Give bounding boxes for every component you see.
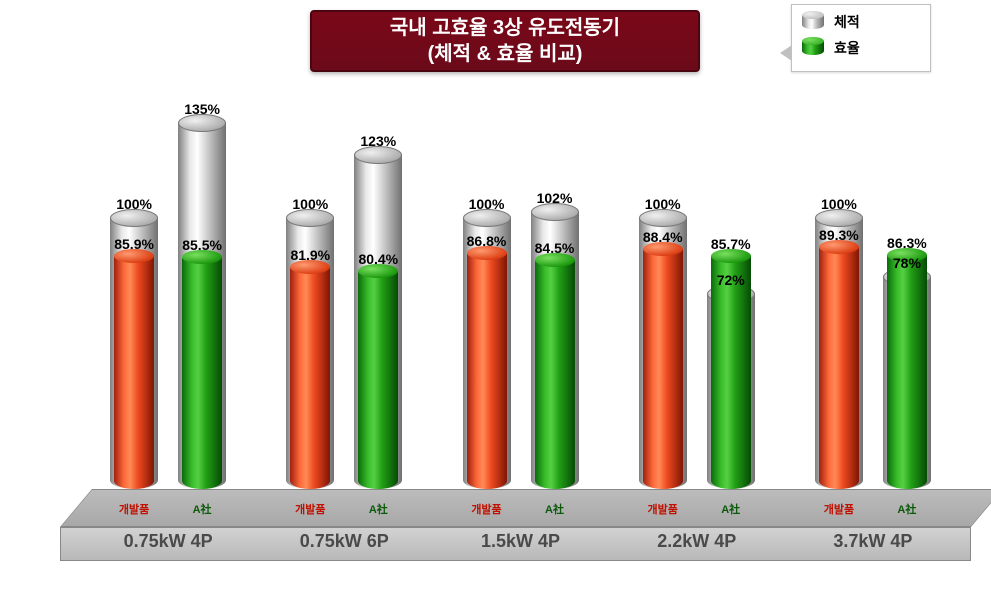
legend-item-efficiency: 효율 bbox=[802, 37, 920, 59]
axis-group-label: 0.75kW 4P bbox=[80, 531, 256, 557]
bar-developed: 100%89.3% bbox=[815, 218, 863, 489]
axis-sublabel-group: 개발품 A社 bbox=[785, 501, 961, 521]
axis-group-label: 1.5kW 4P bbox=[432, 531, 608, 557]
axis-sublabel-group: 개발품 A社 bbox=[432, 501, 608, 521]
axis-sublabel-company-a: A社 bbox=[354, 501, 402, 521]
chart-area: 100%85.9%135%85.5%100%81.9%123%80.4%100%… bbox=[30, 90, 971, 597]
axis-sublabel-developed: 개발품 bbox=[639, 501, 687, 521]
bar-developed: 100%85.9% bbox=[110, 218, 158, 489]
axis-sublabel-company-a: A社 bbox=[178, 501, 226, 521]
outer-value-label: 123% bbox=[338, 133, 418, 149]
legend: 체적 효율 bbox=[791, 4, 931, 72]
chart-title-line1: 국내 고효율 3상 유도전동기 bbox=[390, 15, 620, 41]
axis-group-labels-row: 0.75kW 4P0.75kW 6P1.5kW 4P2.2kW 4P3.7kW … bbox=[80, 531, 961, 557]
outer-value-label: 100% bbox=[799, 196, 879, 212]
axis-sublabel-company-a: A社 bbox=[707, 501, 755, 521]
bar-group: 100%89.3%78%86.3% bbox=[785, 90, 961, 489]
bar-company-a: 102%84.5% bbox=[531, 212, 579, 489]
outer-value-label: 100% bbox=[623, 196, 703, 212]
legend-item-volume: 체적 bbox=[802, 11, 920, 33]
outer-value-label: 100% bbox=[94, 196, 174, 212]
axis-sublabel-group: 개발품 A社 bbox=[256, 501, 432, 521]
inner-value-label: 85.7% bbox=[691, 236, 771, 252]
outer-value-label: 100% bbox=[270, 196, 350, 212]
outer-value-label: 78% bbox=[867, 255, 947, 271]
legend-label-volume: 체적 bbox=[834, 12, 860, 32]
axis-sublabel-company-a: A社 bbox=[883, 501, 931, 521]
axis-group-label: 0.75kW 6P bbox=[256, 531, 432, 557]
legend-label-efficiency: 효율 bbox=[834, 38, 860, 58]
legend-swatch-volume bbox=[802, 11, 824, 33]
inner-value-label: 85.5% bbox=[162, 237, 242, 253]
axis-group-label: 3.7kW 4P bbox=[785, 531, 961, 557]
axis-sublabel-group: 개발품 A社 bbox=[80, 501, 256, 521]
axis-sublabel-developed: 개발품 bbox=[463, 501, 511, 521]
bar-company-a: 135%85.5% bbox=[178, 123, 226, 489]
bar-group: 100%88.4%72%85.7% bbox=[609, 90, 785, 489]
outer-value-label: 135% bbox=[162, 101, 242, 117]
outer-value-label: 102% bbox=[515, 190, 595, 206]
bar-developed: 100%81.9% bbox=[286, 218, 334, 489]
outer-value-label: 72% bbox=[691, 272, 771, 288]
bar-group: 100%86.8%102%84.5% bbox=[432, 90, 608, 489]
bar-company-a: 123%80.4% bbox=[354, 155, 402, 489]
axis-sublabel-developed: 개발품 bbox=[815, 501, 863, 521]
inner-value-label: 86.3% bbox=[867, 235, 947, 251]
bar-company-a: 72%85.7% bbox=[707, 294, 755, 489]
axis-sublabel-developed: 개발품 bbox=[110, 501, 158, 521]
axis-sublabels-row: 개발품 A社 개발품 A社 개발품 A社 개발품 A社 개발품 A社 bbox=[80, 501, 961, 521]
inner-value-label: 80.4% bbox=[338, 251, 418, 267]
bar-developed: 100%86.8% bbox=[463, 218, 511, 489]
chart-title-box: 국내 고효율 3상 유도전동기 (체적 & 효율 비교) bbox=[310, 10, 700, 72]
axis-sublabel-group: 개발품 A社 bbox=[609, 501, 785, 521]
bar-company-a: 78%86.3% bbox=[883, 277, 931, 489]
chart-title-line2: (체적 & 효율 비교) bbox=[428, 41, 583, 67]
axis-group-label: 2.2kW 4P bbox=[609, 531, 785, 557]
inner-value-label: 84.5% bbox=[515, 240, 595, 256]
axis-sublabel-developed: 개발품 bbox=[286, 501, 334, 521]
bar-group: 100%85.9%135%85.5% bbox=[80, 90, 256, 489]
bar-groups: 100%85.9%135%85.5%100%81.9%123%80.4%100%… bbox=[80, 90, 961, 489]
bar-group: 100%81.9%123%80.4% bbox=[256, 90, 432, 489]
bar-developed: 100%88.4% bbox=[639, 218, 687, 489]
legend-swatch-efficiency bbox=[802, 37, 824, 59]
axis-sublabel-company-a: A社 bbox=[531, 501, 579, 521]
